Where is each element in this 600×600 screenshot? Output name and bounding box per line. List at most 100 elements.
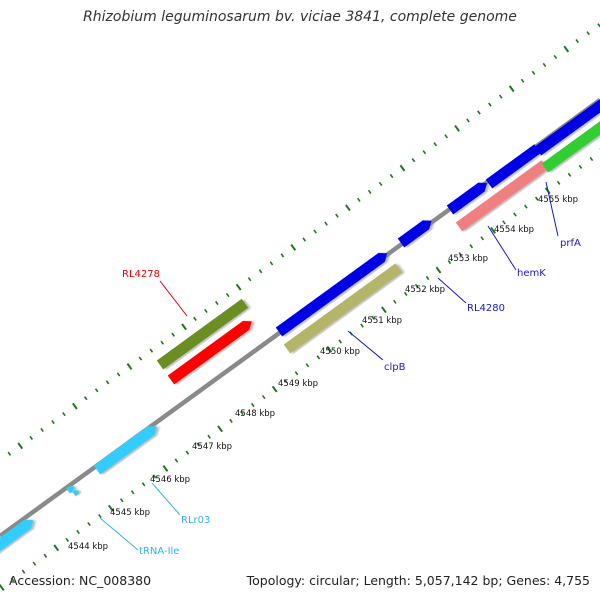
gene-prfa-blue[interactable] bbox=[485, 144, 541, 189]
ruler-tick bbox=[411, 158, 416, 163]
ruler-tick bbox=[335, 213, 339, 218]
scale-label: 4547 kbp bbox=[192, 442, 232, 452]
gene-trna-ile-a[interactable] bbox=[66, 484, 76, 494]
leader-rl4278 bbox=[159, 280, 188, 317]
ruler-tick bbox=[534, 196, 539, 201]
ruler-tick bbox=[43, 553, 48, 558]
ruler-tick bbox=[7, 451, 12, 456]
ruler-tick bbox=[258, 269, 263, 274]
gene-label-rl4278[interactable]: RL4278 bbox=[122, 269, 160, 280]
ruler-tick bbox=[217, 425, 223, 433]
scale-label: 4550 kbp bbox=[320, 347, 360, 357]
ruler-tick bbox=[207, 434, 211, 439]
ruler-tick bbox=[62, 412, 66, 417]
ruler-tick bbox=[71, 402, 78, 410]
ruler-tick bbox=[235, 283, 242, 291]
ruler-tick bbox=[105, 380, 110, 385]
ruler-tick bbox=[367, 189, 372, 194]
ruler-tick bbox=[563, 45, 570, 53]
ruler-tick bbox=[433, 142, 438, 147]
gene-hemk-blue[interactable] bbox=[446, 179, 491, 215]
gene-left-cyan[interactable] bbox=[0, 516, 37, 558]
gene-clpb-khaki[interactable] bbox=[283, 263, 402, 354]
ruler-tick bbox=[399, 164, 406, 172]
ruler-tick bbox=[513, 212, 517, 217]
ruler-tick bbox=[356, 197, 361, 202]
ruler-tick bbox=[247, 277, 252, 282]
gene-rl4278-red[interactable] bbox=[167, 317, 255, 385]
gene-label-hemk[interactable]: hemK bbox=[517, 268, 546, 279]
ruler-tick bbox=[360, 323, 364, 328]
ruler-tick bbox=[488, 102, 492, 107]
ruler-tick bbox=[76, 529, 80, 535]
ruler-tick bbox=[174, 458, 179, 463]
gene-label-rlr03[interactable]: RLr03 bbox=[181, 515, 210, 526]
ruler-tick bbox=[83, 396, 88, 401]
ruler-tick bbox=[280, 253, 285, 258]
scale-labels: 4544 kbp 4545 kbp 4546 kbp 4547 kbp 4548 kbp… bbox=[68, 195, 578, 552]
ruler-tick bbox=[185, 450, 190, 455]
ruler-tick bbox=[181, 323, 187, 331]
ruler-tick bbox=[138, 356, 143, 361]
ruler-tick bbox=[531, 70, 536, 75]
ruler-tick bbox=[94, 388, 99, 393]
gene-label-clpb[interactable]: clpB bbox=[384, 362, 406, 373]
ruler-tick bbox=[0, 584, 5, 591]
gene-labels: RL4278 clpB RL4280 hemK prfA RLr03 tRNA-… bbox=[122, 238, 581, 557]
gene-rl4280-blue[interactable] bbox=[397, 216, 435, 248]
ruler-tick bbox=[338, 339, 343, 344]
ruler-tick bbox=[87, 521, 91, 527]
ruler-tick bbox=[381, 306, 387, 314]
ruler-tick bbox=[53, 544, 60, 552]
ruler-tick bbox=[302, 237, 307, 242]
leader-hemk bbox=[487, 225, 517, 271]
gene-label-trna-ile[interactable]: tRNA-Ile bbox=[139, 546, 179, 557]
ruler-tick bbox=[454, 124, 460, 132]
ruler-tick bbox=[225, 292, 230, 298]
gene-trna-ile-b[interactable] bbox=[72, 488, 81, 497]
ruler-tick bbox=[425, 275, 430, 281]
scale-label: 4555 kbp bbox=[538, 195, 578, 205]
ruler-tick bbox=[149, 348, 154, 353]
ruler-tick bbox=[414, 283, 419, 289]
gene-right-blue[interactable] bbox=[534, 93, 600, 156]
ruler-tick bbox=[435, 266, 442, 274]
scale-label: 4546 kbp bbox=[150, 475, 190, 485]
ruler-tick bbox=[215, 300, 219, 306]
ruler-tick bbox=[392, 299, 397, 304]
scale-label: 4554 kbp bbox=[494, 225, 534, 235]
topology-text: Topology: circular; Length: 5,057,142 bp… bbox=[246, 573, 590, 588]
gene-prfa-green[interactable] bbox=[541, 110, 600, 173]
gene-hemk-salmon[interactable] bbox=[455, 160, 548, 232]
scale-label: 4552 kbp bbox=[405, 285, 445, 295]
ruler-tick bbox=[98, 514, 102, 519]
ruler-tick bbox=[51, 419, 55, 425]
leader-clpb bbox=[347, 330, 384, 361]
gene-label-rl4280[interactable]: RL4280 bbox=[467, 303, 505, 314]
ruler-tick bbox=[490, 226, 496, 234]
ruler-tick bbox=[575, 39, 580, 44]
ruler-tick bbox=[32, 561, 37, 566]
scale-label: 4553 kbp bbox=[448, 254, 488, 264]
ruler-tick bbox=[586, 31, 590, 36]
scale-label: 4548 kbp bbox=[235, 409, 275, 419]
gene-rlr03-cyan[interactable] bbox=[93, 422, 160, 475]
ruler-tick bbox=[152, 474, 157, 479]
gene-clpb-blue[interactable] bbox=[275, 249, 391, 337]
ruler-tick bbox=[40, 427, 44, 433]
scale-label: 4544 kbp bbox=[68, 542, 108, 552]
ruler-tick bbox=[578, 164, 583, 169]
gene-rl4278-olive[interactable] bbox=[156, 298, 249, 370]
ruler-tick bbox=[313, 229, 317, 234]
ruler-tick bbox=[556, 180, 561, 185]
scale-label: 4551 kbp bbox=[362, 316, 402, 326]
ruler-tick bbox=[502, 220, 506, 225]
gene-label-prfa[interactable]: prfA bbox=[560, 238, 581, 249]
ruler-tick bbox=[116, 372, 121, 377]
ruler-tick bbox=[589, 156, 594, 162]
outer-ruler bbox=[0, 23, 600, 464]
ruler-tick bbox=[269, 261, 274, 266]
ruler-tick bbox=[17, 442, 24, 450]
scale-label: 4549 kbp bbox=[278, 379, 318, 389]
